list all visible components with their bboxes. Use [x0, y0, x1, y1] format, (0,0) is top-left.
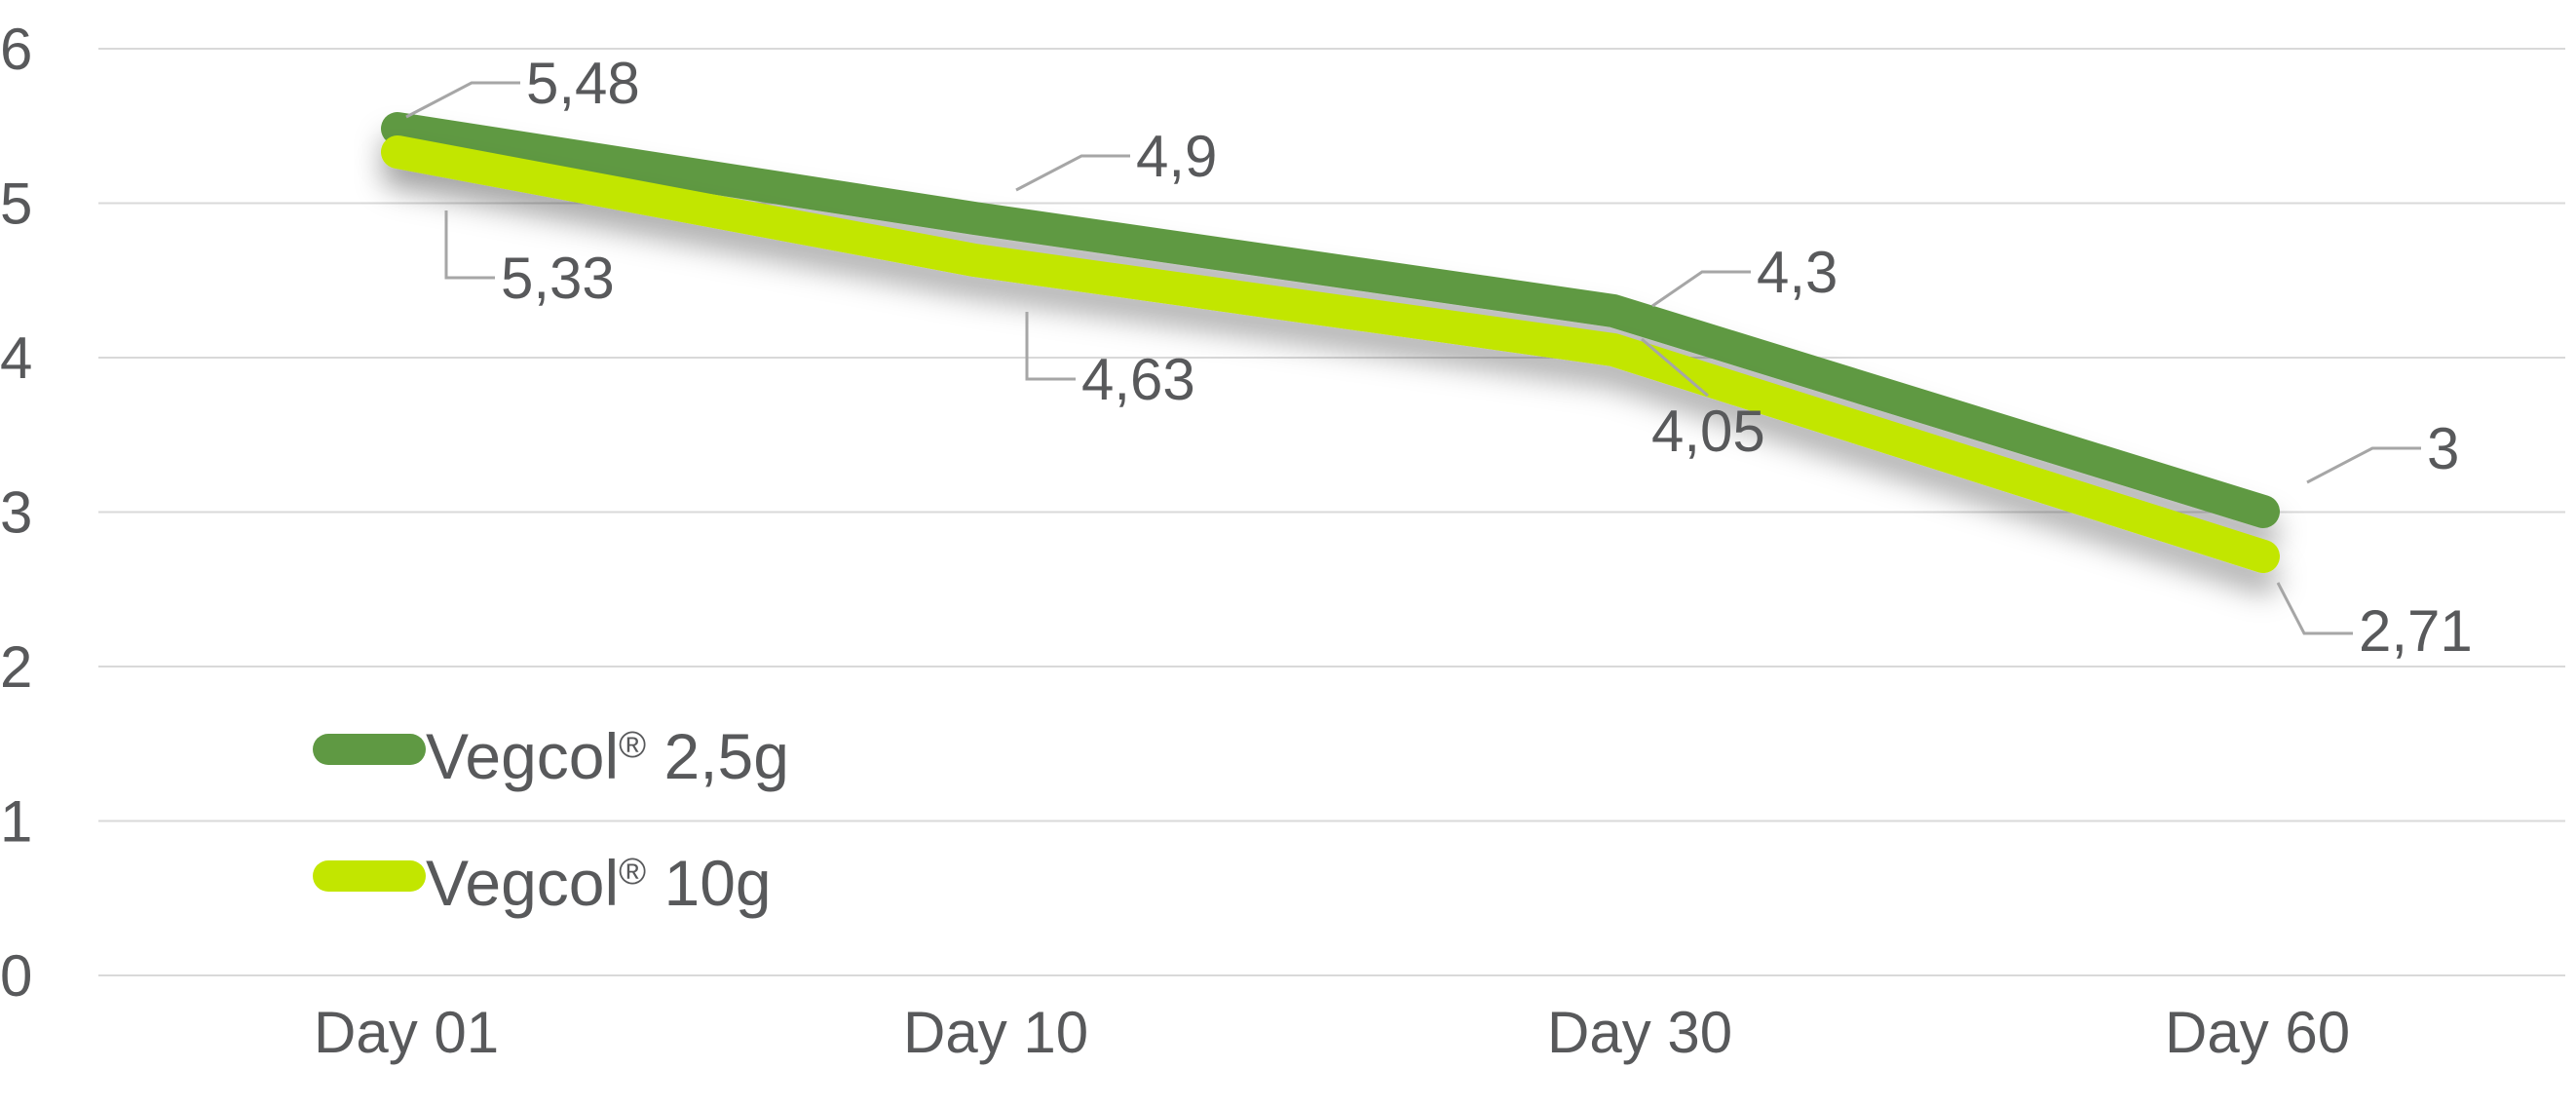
svg-text:0: 0 — [0, 943, 32, 1009]
svg-text:4,3: 4,3 — [1757, 240, 1837, 305]
svg-text:Day 01: Day 01 — [314, 1000, 499, 1065]
svg-text:3: 3 — [2427, 416, 2459, 481]
svg-text:Vegcol® 10g: Vegcol® 10g — [426, 847, 772, 919]
svg-text:2: 2 — [0, 634, 32, 700]
svg-text:1: 1 — [0, 789, 32, 855]
svg-text:2,71: 2,71 — [2359, 598, 2473, 664]
svg-text:Day 30: Day 30 — [1547, 1000, 1732, 1065]
svg-text:5,33: 5,33 — [501, 246, 615, 311]
svg-text:3: 3 — [0, 480, 32, 546]
svg-text:5: 5 — [0, 172, 32, 237]
svg-text:4,63: 4,63 — [1081, 347, 1195, 412]
svg-text:5,48: 5,48 — [526, 51, 640, 116]
svg-text:Vegcol® 2,5g: Vegcol® 2,5g — [426, 720, 789, 792]
svg-text:Day 60: Day 60 — [2165, 1000, 2350, 1065]
svg-text:4,9: 4,9 — [1136, 124, 1217, 189]
svg-text:4,05: 4,05 — [1651, 399, 1765, 464]
svg-text:6: 6 — [0, 17, 32, 82]
svg-text:4: 4 — [0, 325, 32, 391]
svg-text:Day 10: Day 10 — [903, 1000, 1088, 1065]
